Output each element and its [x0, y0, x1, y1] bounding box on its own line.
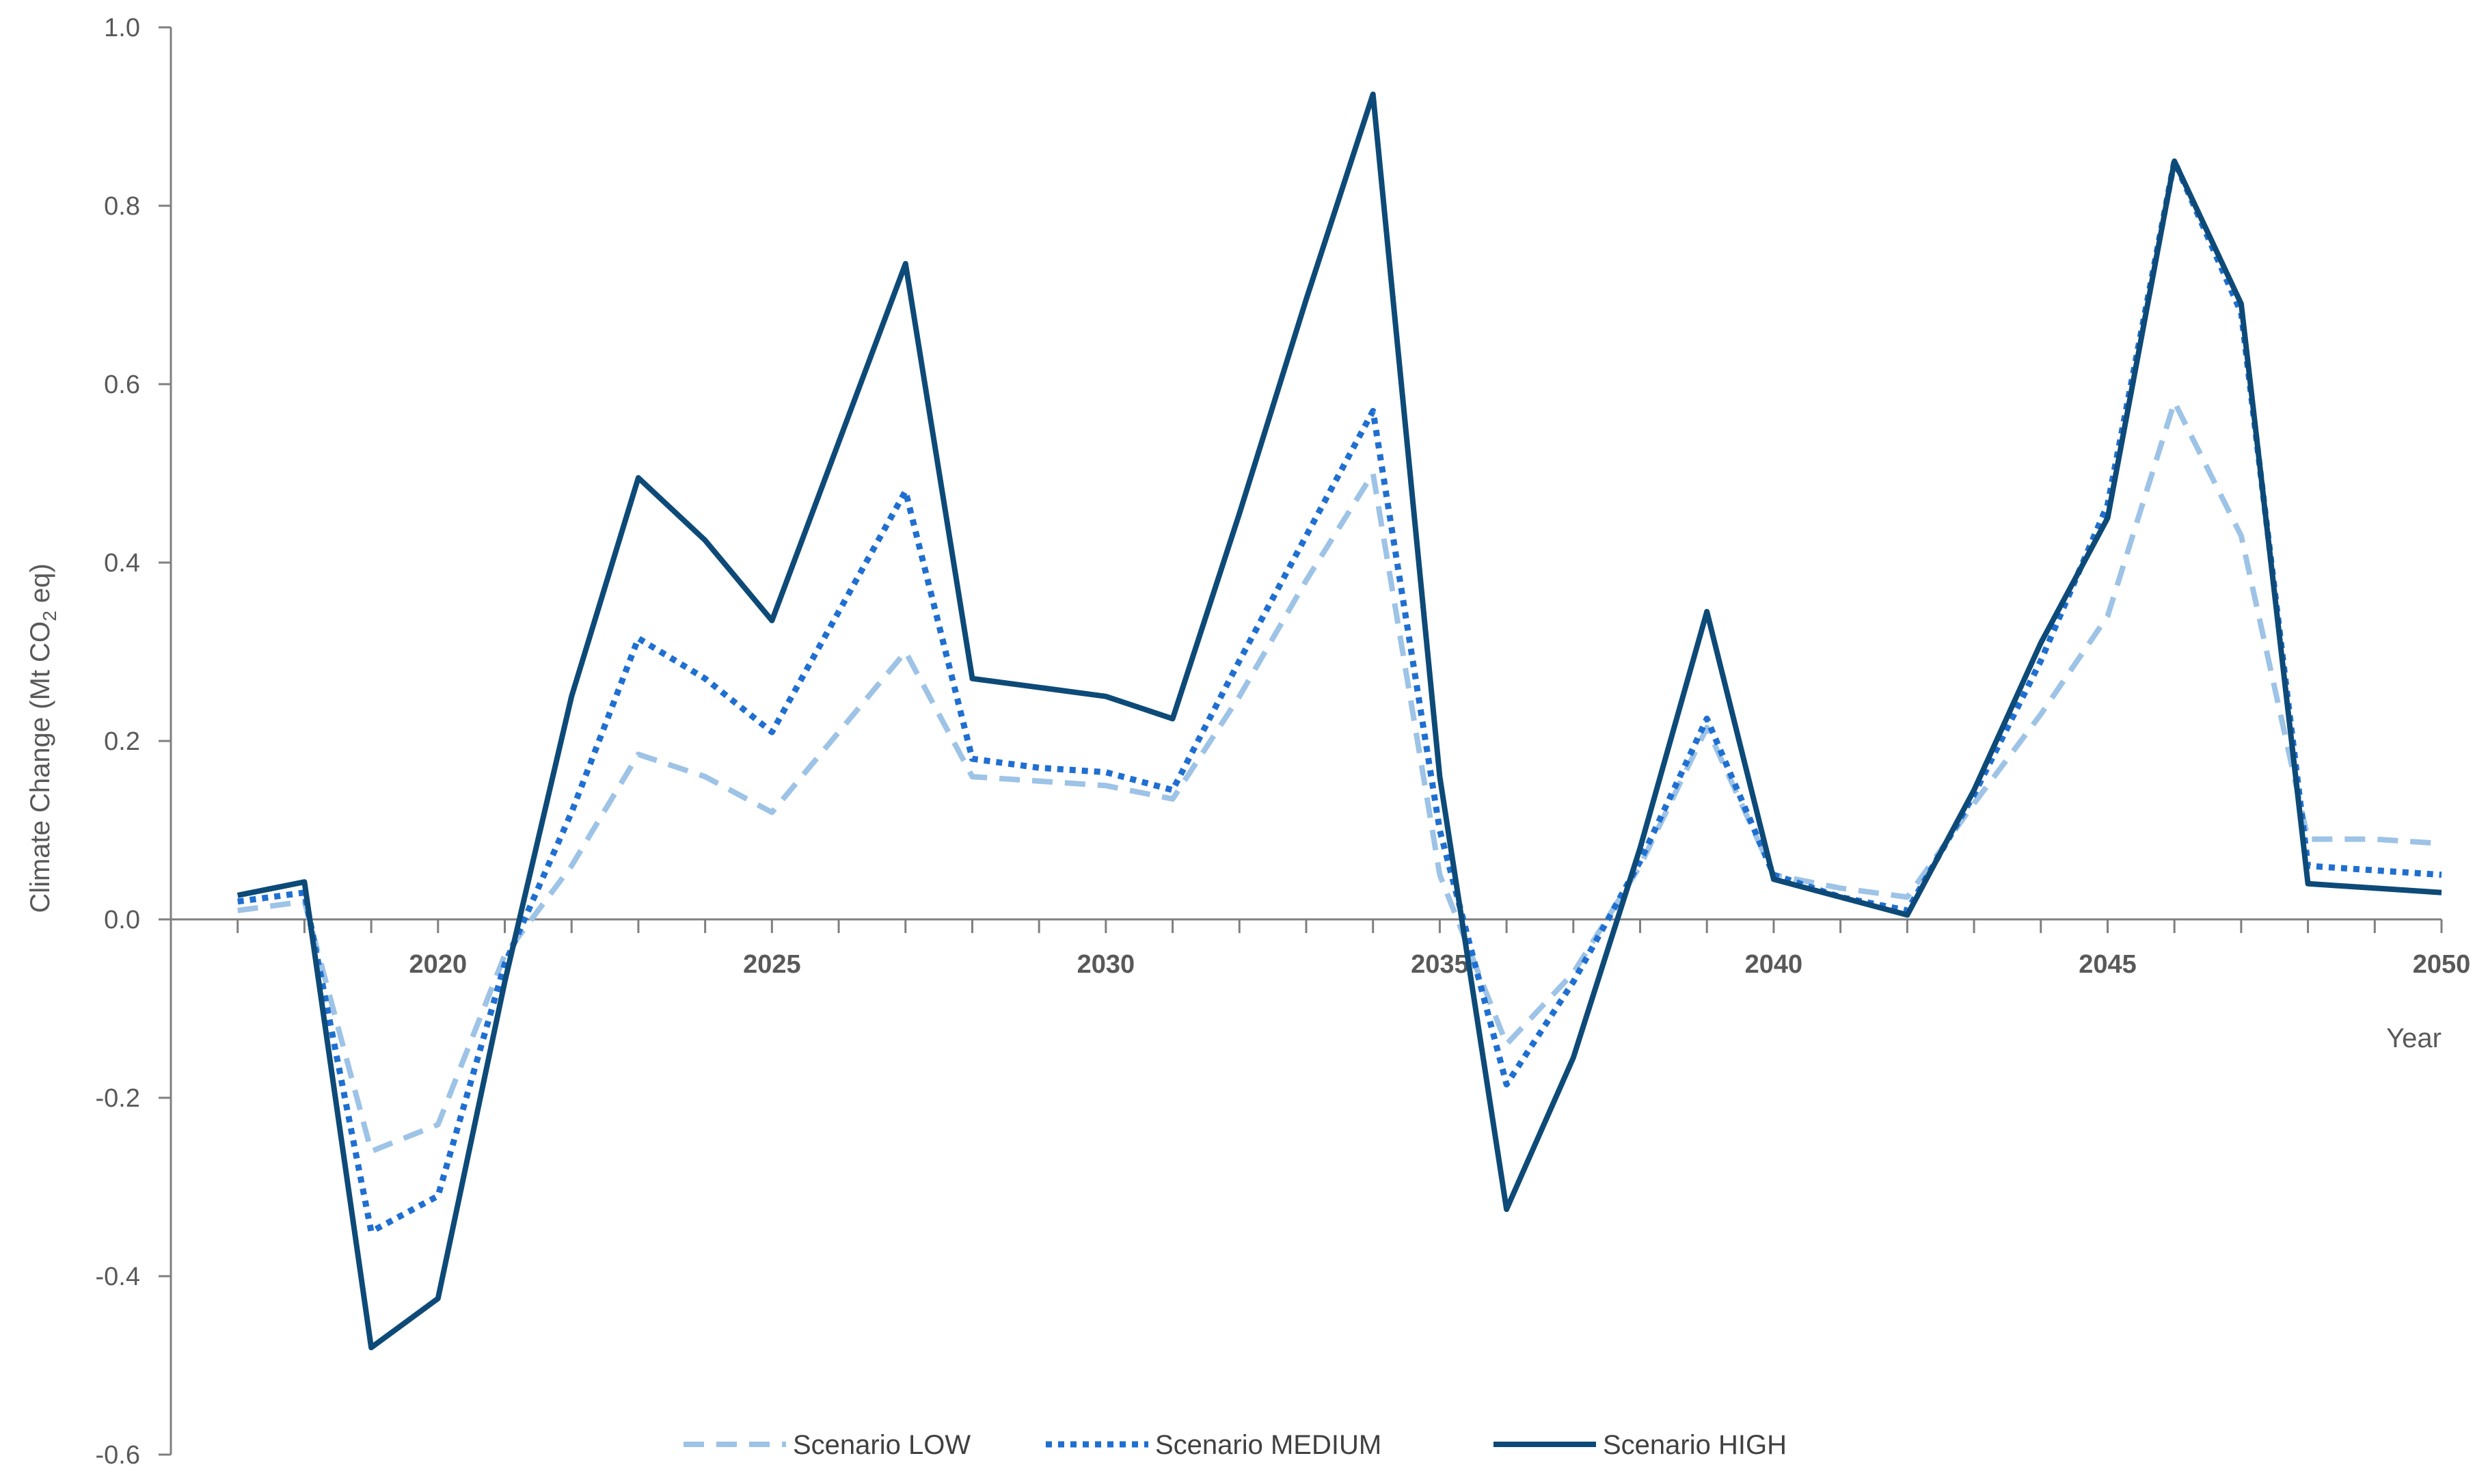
- y-tick-label: -0.4: [96, 1263, 140, 1291]
- y-tick-label: -0.2: [96, 1084, 140, 1113]
- legend-label: Scenario LOW: [793, 1430, 971, 1460]
- series-line-scenario-low: [237, 399, 2442, 1155]
- x-tick-label: 2050: [2413, 950, 2471, 979]
- legend-label: Scenario MEDIUM: [1155, 1430, 1381, 1460]
- series-line-scenario-medium: [237, 158, 2442, 1235]
- legend-label: Scenario HIGH: [1603, 1430, 1787, 1460]
- y-tick-label: 0.2: [104, 727, 140, 756]
- legend: Scenario LOW Scenario MEDIUM Scenario HIGH: [684, 1430, 1787, 1460]
- x-tick-label: 2045: [2079, 950, 2137, 979]
- x-axis-title: Year: [2386, 1023, 2442, 1053]
- y-tick-label: -0.6: [96, 1441, 140, 1470]
- y-axis-title: Climate Change (Mt CO2 eq): [25, 563, 60, 913]
- y-tick-label: 0.8: [104, 192, 140, 221]
- series-lines: [236, 91, 2442, 1351]
- x-tick-label: 2025: [743, 950, 801, 979]
- x-tick-label: 2020: [409, 950, 468, 979]
- y-axis: -0.6 -0.4 -0.2 0.0 0.2 0.4 0.6 0.8 1.0: [96, 14, 172, 1470]
- x-tick-label: 2035: [1411, 950, 1469, 979]
- y-tick-label: 0.6: [104, 370, 140, 399]
- y-tick-label: 0.0: [104, 906, 140, 934]
- x-tick-label: 2030: [1077, 950, 1135, 979]
- x-axis: 2020 2025 2030 2035 2040 2045 2050: [170, 918, 2471, 979]
- series-line-scenario-high: [236, 91, 2442, 1351]
- x-tick-label: 2040: [1745, 950, 1803, 979]
- y-tick-label: 0.4: [104, 549, 140, 578]
- y-tick-label: 1.0: [104, 14, 140, 42]
